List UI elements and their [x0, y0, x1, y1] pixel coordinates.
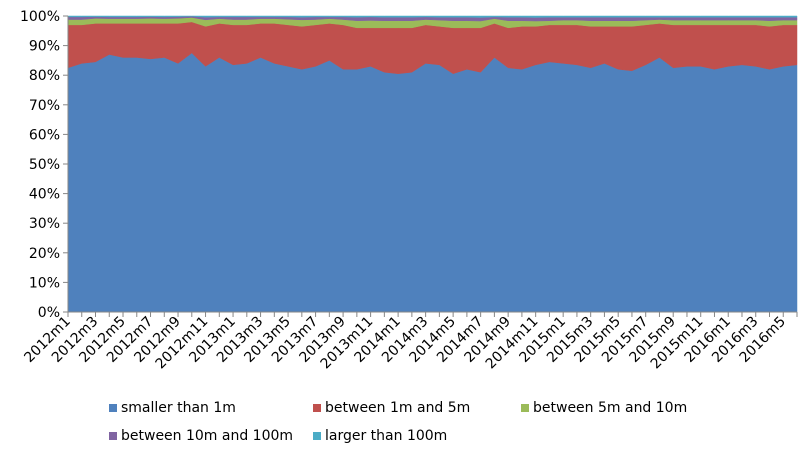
legend-item-between-10m-and-100m: between 10m and 100m — [109, 428, 293, 444]
legend-label: smaller than 1m — [121, 400, 236, 416]
legend-swatch — [109, 404, 117, 412]
y-tick-label: 30% — [29, 216, 60, 232]
legend-swatch — [521, 404, 529, 412]
legend-item-between-5m-and-10m: between 5m and 10m — [521, 400, 687, 416]
y-tick-label: 60% — [29, 127, 60, 143]
plot-area — [67, 15, 798, 313]
y-axis: 0% 10% 20% 30% 40% 50% 60% 70% 80% 90% 100% — [20, 9, 69, 321]
y-tick-label: 90% — [29, 39, 60, 55]
area-series-larger-than-100m — [67, 15, 798, 18]
y-tick-label: 100% — [20, 9, 60, 25]
y-tick-label: 70% — [29, 98, 60, 114]
x-axis: 2012m12012m32012m52012m72012m92012m11201… — [21, 311, 798, 372]
y-tick-label: 80% — [29, 68, 60, 84]
y-tick-label: 20% — [29, 246, 60, 262]
legend-label: between 10m and 100m — [121, 428, 293, 444]
legend-item-smaller-than-1m: smaller than 1m — [109, 400, 236, 416]
y-tick-label: 50% — [29, 157, 60, 173]
area-series-smaller-than-1m — [67, 52, 798, 313]
y-tick-label: 0% — [38, 305, 60, 321]
legend-item-larger-than-100m: larger than 100m — [313, 428, 447, 444]
legend-swatch — [109, 432, 117, 440]
legend-label: between 5m and 10m — [533, 400, 687, 416]
legend: smaller than 1m between 1m and 5m between … — [109, 400, 687, 444]
legend-swatch — [313, 432, 321, 440]
legend-label: larger than 100m — [325, 428, 447, 444]
legend-swatch — [313, 404, 321, 412]
legend-label: between 1m and 5m — [325, 400, 470, 416]
y-tick-label: 40% — [29, 187, 60, 203]
legend-item-between-1m-and-5m: between 1m and 5m — [313, 400, 470, 416]
y-tick-label: 10% — [29, 275, 60, 291]
